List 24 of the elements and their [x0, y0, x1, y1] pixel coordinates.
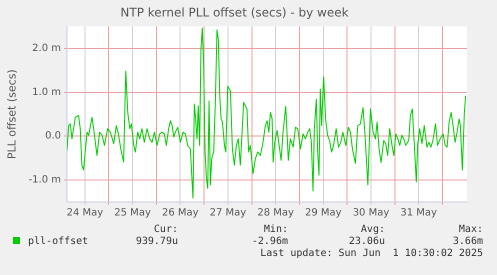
text: Min:: [264, 224, 288, 235]
x-tick-label: 31 May: [400, 208, 438, 219]
x-tick-label: 30 May: [352, 208, 390, 219]
text: Cur:: [154, 224, 178, 235]
y-axis-title: PLL offset (secs): [5, 69, 18, 160]
text: Max:: [458, 224, 483, 235]
text: 23.06u: [348, 236, 385, 247]
text: 939.79u: [136, 236, 178, 247]
y-tick-label: 1.0 m: [32, 86, 61, 98]
text: 3.66m: [452, 236, 483, 247]
x-tick-label: 28 May: [257, 208, 294, 219]
y-tick-label: 2.0 m: [32, 42, 61, 54]
chart-title: NTP kernel PLL offset (secs) - by week: [120, 5, 349, 20]
x-tick-label: 25 May: [114, 208, 151, 219]
x-tick-label: 27 May: [210, 208, 246, 219]
text: Last update: Sun Jun 1 10:30:02 2025: [260, 248, 483, 259]
legend-label: pll-offset: [27, 236, 88, 247]
x-tick-label: 26 May: [162, 208, 199, 219]
x-tick-label: 24 May: [66, 208, 104, 219]
text: Avg:: [360, 224, 385, 235]
y-tick-label: 0.0: [45, 130, 61, 142]
text: -2.96m: [252, 236, 288, 247]
y-tick-label: -1.0 m: [28, 174, 61, 186]
x-tick-label: 29 May: [305, 208, 342, 219]
